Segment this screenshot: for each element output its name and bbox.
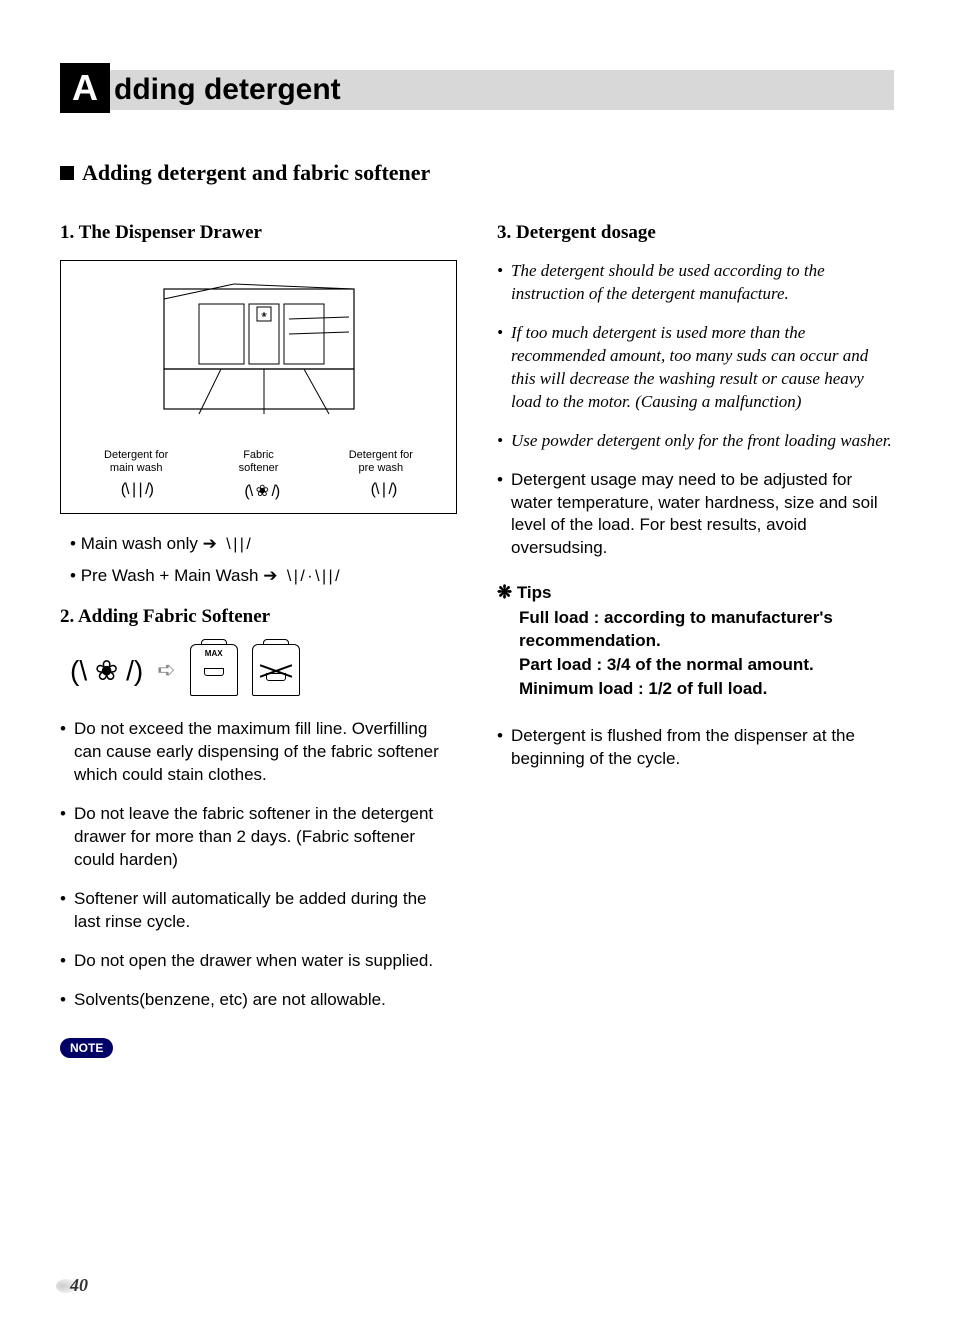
right-column: 3. Detergent dosage The detergent should… bbox=[497, 222, 894, 1058]
softener-icons-row: (\ ❀ /) ➪ MAX bbox=[70, 644, 457, 696]
bullet-item: Do not exceed the maximum fill line. Ove… bbox=[60, 718, 457, 787]
usage-lines: • Main wash only ➔ \ | | / • Pre Wash + … bbox=[70, 534, 457, 586]
bullet-item: Solvents(benzene, etc) are not allowable… bbox=[60, 989, 457, 1012]
max-fill-icon: MAX bbox=[190, 644, 238, 696]
tips-block: ❋ Tips Full load : according to manufact… bbox=[497, 580, 894, 700]
bullet-item: Softener will automatically be added dur… bbox=[60, 888, 457, 934]
drawer-svg-icon: ❀ bbox=[144, 279, 374, 419]
two-column-layout: 1. The Dispenser Drawer ❀ Detergent form bbox=[60, 222, 894, 1058]
overfill-x-icon bbox=[252, 644, 300, 696]
pre-wash-icon: (\ | /) bbox=[371, 481, 397, 501]
note-badge: NOTE bbox=[60, 1038, 113, 1058]
left-column: 1. The Dispenser Drawer ❀ Detergent form bbox=[60, 222, 457, 1058]
bullet-item: Detergent is flushed from the dispenser … bbox=[497, 725, 894, 771]
arrow-icon: ➪ bbox=[157, 657, 175, 683]
softener-icon: (\ ❀ /) bbox=[244, 481, 279, 501]
tips-marker-icon: ❋ bbox=[497, 582, 512, 602]
dosage-final-bullet: Detergent is flushed from the dispenser … bbox=[497, 725, 894, 771]
tips-heading: ❋ Tips bbox=[497, 580, 894, 605]
label-pre-wash: Detergent forpre wash bbox=[341, 449, 421, 475]
title-dropcap: A bbox=[60, 63, 110, 113]
label-softener: Fabricsoftener bbox=[218, 449, 298, 475]
square-bullet-icon bbox=[60, 166, 74, 180]
dosage-italic-bullets: The detergent should be used according t… bbox=[497, 260, 894, 453]
drawer-labels: Detergent formain wash Fabricsoftener De… bbox=[75, 449, 442, 475]
section-heading-text: Adding detergent and fabric softener bbox=[82, 160, 430, 186]
section-heading: Adding detergent and fabric softener bbox=[60, 160, 894, 186]
tips-line: Part load : 3/4 of the normal amount. bbox=[519, 653, 894, 677]
dispenser-diagram: ❀ Detergent formain wash Fabricsoftener … bbox=[60, 260, 457, 514]
softener-bullets: Do not exceed the maximum fill line. Ove… bbox=[60, 718, 457, 1011]
bullet-item: Do not leave the fabric softener in the … bbox=[60, 803, 457, 872]
subheading-dispenser: 1. The Dispenser Drawer bbox=[60, 222, 457, 244]
tips-line: Minimum load : 1/2 of full load. bbox=[519, 677, 894, 701]
drawer-icons-row: (\ | | /) (\ ❀ /) (\ | /) bbox=[75, 481, 442, 501]
subheading-softener: 2. Adding Fabric Softener bbox=[60, 606, 457, 628]
bullet-item: Detergent usage may need to be adjusted … bbox=[497, 469, 894, 561]
bullet-item: If too much detergent is used more than … bbox=[497, 322, 894, 414]
bullet-item: Use powder detergent only for the front … bbox=[497, 430, 894, 453]
tips-line: Full load : according to manufacturer's … bbox=[519, 606, 894, 654]
page-number: 40 bbox=[70, 1275, 88, 1296]
main-wash-icon: (\ | | /) bbox=[121, 481, 153, 501]
title-text: dding detergent bbox=[110, 73, 341, 107]
title-bar: A dding detergent bbox=[60, 70, 894, 110]
softener-cup-icon: (\ ❀ /) bbox=[70, 654, 143, 687]
usage-main-only: • Main wash only ➔ \ | | / bbox=[70, 534, 457, 554]
subheading-dosage: 3. Detergent dosage bbox=[497, 222, 894, 244]
bullet-item: The detergent should be used according t… bbox=[497, 260, 894, 306]
svg-text:❀: ❀ bbox=[261, 311, 267, 319]
dosage-plain-bullets: Detergent usage may need to be adjusted … bbox=[497, 469, 894, 561]
label-main-wash: Detergent formain wash bbox=[96, 449, 176, 475]
usage-pre-main: • Pre Wash + Main Wash ➔ \ | / · \ | | / bbox=[70, 566, 457, 586]
tips-content: Full load : according to manufacturer's … bbox=[497, 606, 894, 701]
bullet-item: Do not open the drawer when water is sup… bbox=[60, 950, 457, 973]
